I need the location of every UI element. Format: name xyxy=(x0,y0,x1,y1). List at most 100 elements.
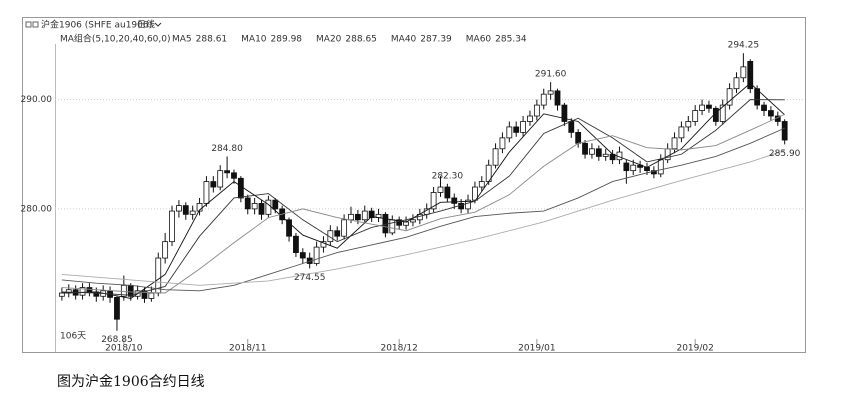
candle-body xyxy=(623,162,630,172)
ma-line xyxy=(61,113,785,294)
candle-body xyxy=(602,153,609,157)
candle-body xyxy=(403,221,409,226)
candle-body xyxy=(527,115,533,122)
candle-body xyxy=(169,210,175,243)
chart-title: 沪金1906 (SHFE au1906) xyxy=(41,19,152,31)
candle-body xyxy=(272,199,279,210)
candle-body xyxy=(176,205,182,212)
annotation: 294.25 xyxy=(728,41,760,51)
annotation: 284.80 xyxy=(211,144,243,154)
candle-body xyxy=(224,170,230,174)
candle-body xyxy=(58,292,65,297)
candle-body xyxy=(251,203,258,210)
candle-body xyxy=(237,177,244,199)
candle-body xyxy=(671,137,678,150)
candle-body xyxy=(499,137,506,150)
candle-body xyxy=(334,230,341,237)
candle-body xyxy=(478,181,485,188)
candle-body xyxy=(768,110,774,117)
x-tick-label: 2018/10 xyxy=(105,344,143,354)
ma-group: MA组合(5,10,20,40,60,0) xyxy=(60,33,171,45)
candle-body xyxy=(141,290,148,299)
candle-body xyxy=(506,126,513,139)
candle-body xyxy=(210,181,217,188)
candle-body xyxy=(678,126,685,139)
candle-body xyxy=(595,148,602,157)
candle-body xyxy=(189,210,196,215)
candle-body xyxy=(692,110,699,122)
candle-body xyxy=(719,104,726,122)
candle-body xyxy=(341,219,348,237)
legend-name: MA60 xyxy=(466,35,492,45)
annotation: 285.90 xyxy=(769,149,801,159)
x-tick-label: 2018/12 xyxy=(380,344,417,354)
candle-body xyxy=(79,287,86,296)
candle-body xyxy=(430,192,437,210)
candle-body xyxy=(754,88,761,106)
candle-body xyxy=(389,219,396,234)
candle-body xyxy=(299,252,306,259)
candle-body xyxy=(410,219,416,223)
candle-body xyxy=(231,172,237,179)
annotation: 282.30 xyxy=(432,171,464,181)
candle-body xyxy=(293,235,299,253)
x-tick-label: 2019/02 xyxy=(676,344,713,354)
period[interactable]: 日线 xyxy=(137,19,155,31)
candle-body xyxy=(568,121,575,133)
legend-name: MA40 xyxy=(391,35,417,45)
candle-body xyxy=(733,77,740,90)
candle-body xyxy=(313,246,320,264)
candle-body xyxy=(699,104,705,111)
candle-body xyxy=(444,186,451,199)
legend-name: MA20 xyxy=(316,35,342,45)
legend-name: MA10 xyxy=(241,35,267,45)
candle-body xyxy=(203,181,210,204)
candle-body xyxy=(520,121,526,133)
candle-body xyxy=(561,104,568,122)
candle-body xyxy=(657,159,664,175)
legend-value: 289.98 xyxy=(271,35,303,45)
candle-body xyxy=(575,132,582,144)
candle-body xyxy=(396,219,403,226)
candle-body xyxy=(644,166,650,172)
legend-value: 285.34 xyxy=(495,35,527,45)
candle-body xyxy=(114,296,120,320)
candle-body xyxy=(630,164,637,172)
candle-body xyxy=(368,210,375,219)
candle-body xyxy=(492,148,499,166)
candle-body xyxy=(465,199,471,210)
ma-line xyxy=(61,150,785,286)
candle-body xyxy=(437,186,444,193)
candle-body xyxy=(781,121,788,141)
legend-value: 288.65 xyxy=(345,35,377,45)
annotation: 274.55 xyxy=(294,273,326,283)
y-tick-label: 290.00 xyxy=(21,95,53,105)
candle-body xyxy=(258,203,265,215)
dropdown-icon[interactable] xyxy=(154,22,162,27)
legend-name: MA5 xyxy=(172,35,192,45)
candle-body xyxy=(244,197,251,210)
candle-body xyxy=(761,104,767,111)
annotation: 291.60 xyxy=(535,70,567,80)
y-tick-label: 280.00 xyxy=(21,204,53,214)
candle-body xyxy=(348,213,354,221)
frame xyxy=(22,17,806,353)
ma-line xyxy=(61,99,785,296)
candle-body xyxy=(706,104,712,109)
candle-body xyxy=(217,170,224,188)
ma-line xyxy=(61,82,785,299)
candle-body xyxy=(533,104,540,117)
legend-value: 287.39 xyxy=(420,35,452,45)
candle-body xyxy=(726,88,733,106)
icon xyxy=(32,21,39,28)
candle-body xyxy=(148,292,155,299)
candle-body xyxy=(472,186,478,201)
candle-body xyxy=(685,121,692,128)
candle-body xyxy=(354,213,361,221)
candle-body xyxy=(540,93,547,106)
candle-body xyxy=(513,126,520,133)
candle-body xyxy=(286,219,292,237)
candle-body xyxy=(162,241,169,259)
candle-body xyxy=(196,203,203,212)
